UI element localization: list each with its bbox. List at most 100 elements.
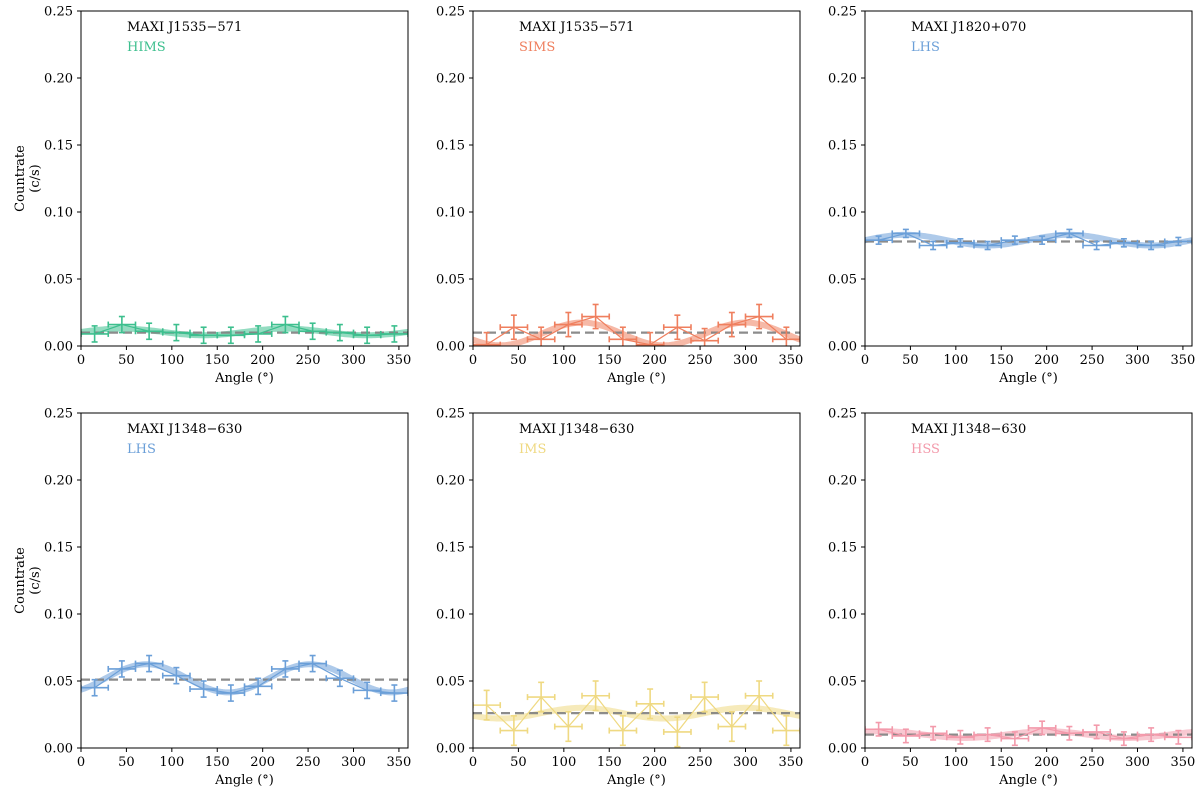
x-axis-label: Angle (°): [998, 773, 1058, 788]
y-tick-label: 0.10: [436, 608, 465, 623]
y-tick-label: 0.15: [828, 139, 857, 154]
data-point: [473, 689, 502, 721]
source-annotation: MAXI J1820+070: [911, 20, 1026, 35]
x-axis-label: Angle (°): [998, 371, 1058, 386]
data-point: [1027, 235, 1057, 245]
data-point: [352, 681, 382, 700]
x-tick-label: 200: [642, 353, 667, 368]
data-point: [499, 715, 529, 747]
plot-area: [473, 303, 800, 346]
data-point: [865, 235, 894, 245]
data-point: [608, 326, 638, 346]
x-tick-label: 0: [469, 755, 477, 770]
y-tick-label: 0.20: [44, 72, 73, 87]
y-tick-label: 0.10: [44, 206, 73, 221]
data-point: [918, 725, 948, 741]
x-tick-label: 50: [510, 353, 527, 368]
y-tick-label: 0.05: [828, 675, 857, 690]
subplot-2: 0 50 100 150 200 250 300 350 0.00 0.05 0.10 0.15 0.2…: [436, 5, 803, 387]
x-tick-label: 350: [387, 755, 412, 770]
x-tick-label: 250: [688, 353, 713, 368]
y-tick-label: 0.25: [436, 5, 465, 20]
subplot-6: 0 50 100 150 200 250 300 350 0.00 0.05 0.10 0.15 0.2…: [828, 407, 1195, 789]
y-tick-label: 0.00: [828, 340, 857, 355]
y-tick-label: 0.25: [44, 407, 73, 422]
x-tick-label: 50: [118, 353, 135, 368]
y-tick-label: 0.15: [44, 541, 73, 556]
data-point: [662, 314, 692, 341]
x-tick-label: 350: [1171, 353, 1196, 368]
y-tick-label: 0.20: [828, 72, 857, 87]
x-tick-label: 200: [250, 353, 275, 368]
data-point: [134, 654, 164, 673]
data-point: [161, 666, 191, 685]
y-tick-label: 0.15: [828, 541, 857, 556]
x-tick-label: 0: [77, 755, 85, 770]
x-axis-label: Angle (°): [606, 371, 666, 386]
y-axis-label: Countrate(c/s): [13, 145, 43, 212]
y-tick-label: 0.25: [436, 407, 465, 422]
x-tick-label: 0: [861, 353, 869, 368]
data-point: [717, 311, 747, 338]
data-point: [189, 680, 219, 698]
data-point: [744, 303, 774, 330]
x-tick-label: 0: [469, 353, 477, 368]
data-point: [298, 654, 328, 673]
y-tick-label: 0.15: [44, 139, 73, 154]
subplot-1: 0 50 100 150 200 250 300 350 0.00 0.05 0.10 0.15 0.2…: [13, 5, 411, 387]
data-point: [553, 711, 583, 743]
plot-area: [865, 228, 1192, 251]
data-point: [581, 303, 611, 330]
plot-area: [473, 680, 800, 748]
data-line: [486, 694, 787, 733]
x-tick-label: 200: [1034, 755, 1059, 770]
plot-area: [865, 720, 1192, 747]
data-point: [81, 678, 110, 697]
x-tick-label: 200: [1034, 353, 1059, 368]
data-point: [243, 325, 273, 343]
data-point: [379, 325, 408, 343]
source-annotation: MAXI J1348−630: [911, 422, 1026, 437]
x-tick-label: 300: [1125, 755, 1150, 770]
data-point: [1054, 725, 1084, 741]
x-tick-label: 300: [1125, 353, 1150, 368]
x-tick-label: 150: [597, 755, 622, 770]
y-tick-label: 0.05: [436, 675, 465, 690]
y-tick-label: 0.00: [436, 340, 465, 355]
data-point: [608, 715, 638, 747]
data-point: [1027, 720, 1057, 736]
data-point: [690, 327, 720, 346]
y-tick-label: 0.00: [44, 340, 73, 355]
state-annotation: IMS: [519, 442, 546, 457]
state-annotation: HSS: [911, 442, 940, 457]
data-point: [1163, 236, 1192, 247]
data-point: [1082, 724, 1112, 740]
x-tick-label: 150: [989, 353, 1014, 368]
data-point: [526, 326, 556, 346]
data-point: [1109, 238, 1139, 248]
x-axis-label: Angle (°): [214, 773, 274, 788]
data-point: [107, 660, 137, 678]
x-tick-label: 350: [387, 353, 412, 368]
data-point: [134, 322, 164, 341]
x-tick-label: 0: [861, 755, 869, 770]
axes-frame: [472, 10, 801, 347]
y-tick-label: 0.25: [828, 407, 857, 422]
y-tick-label: 0.20: [436, 474, 465, 489]
data-point: [298, 322, 328, 341]
data-point: [1000, 731, 1030, 747]
x-tick-label: 350: [779, 353, 804, 368]
data-point: [771, 715, 800, 747]
data-point: [1163, 729, 1192, 745]
state-annotation: HIMS: [127, 40, 166, 55]
state-annotation: LHS: [911, 40, 940, 55]
x-tick-label: 300: [733, 353, 758, 368]
data-point: [581, 680, 611, 712]
x-tick-label: 350: [1171, 755, 1196, 770]
y-tick-label: 0.05: [44, 675, 73, 690]
data-point: [771, 326, 800, 346]
data-point: [107, 315, 137, 334]
data-line: [94, 662, 395, 694]
x-tick-label: 250: [1080, 353, 1105, 368]
